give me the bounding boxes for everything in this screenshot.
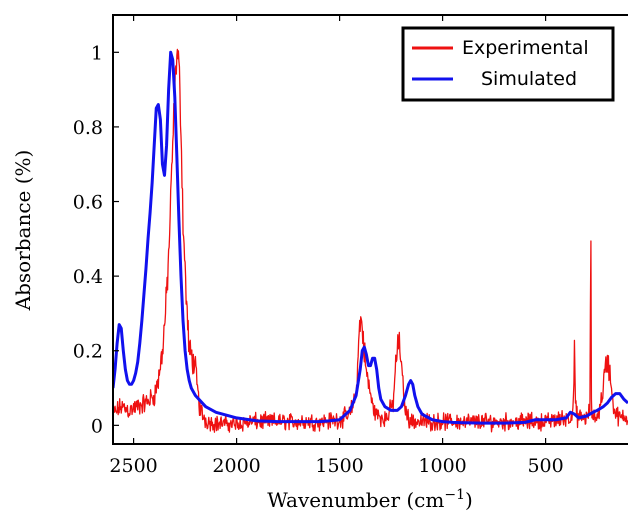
y-tick-label-1: 1 — [91, 42, 103, 64]
x-axis-title-main: Wavenumber (cm — [267, 488, 444, 512]
x-tick-label-1000: 1000 — [418, 455, 466, 477]
series-line-experimental — [113, 48, 628, 433]
y-tick-label-0.2: 0.2 — [73, 341, 103, 363]
x-axis-title-close: ) — [465, 488, 473, 512]
x-axis-ticks: 2500 2000 1500 1000 500 — [109, 15, 564, 477]
plot-frame — [112, 14, 628, 445]
x-axis-title-superscript: −1 — [444, 487, 465, 503]
y-axis-ticks: 0 0.2 0.4 0.6 0.8 1 — [73, 42, 119, 437]
legend-box — [401, 26, 615, 102]
y-tick-label-0.8: 0.8 — [73, 117, 103, 139]
x-tick-label-1500: 1500 — [315, 455, 363, 477]
series-line-simulated — [113, 50, 628, 425]
series-layer — [113, 48, 628, 433]
x-tick-label-2000: 2000 — [212, 455, 260, 477]
x-tick-label-500: 500 — [527, 455, 563, 477]
y-tick-label-0.4: 0.4 — [73, 266, 103, 288]
y-tick-label-0.6: 0.6 — [73, 192, 103, 214]
legend: Experimental Simulated — [401, 26, 615, 102]
legend-label-experimental: Experimental — [462, 37, 589, 59]
y-axis-title: Absorbance (%) — [11, 150, 35, 312]
x-axis-title: Wavenumber (cm−1) — [267, 487, 473, 512]
x-tick-label-2500: 2500 — [109, 455, 157, 477]
legend-label-simulated: Simulated — [481, 68, 577, 90]
y-tick-label-0: 0 — [91, 415, 103, 437]
